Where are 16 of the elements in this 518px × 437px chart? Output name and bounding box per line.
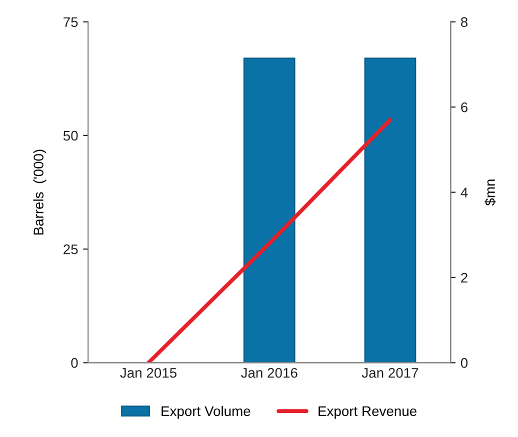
y-tick-label: 75 xyxy=(64,17,78,28)
x-tick-label: Jan 2017 xyxy=(362,368,418,378)
x-tick-label: Jan 2015 xyxy=(120,368,176,378)
legend-label: Export Revenue xyxy=(318,406,416,419)
y-tick-label: 0 xyxy=(71,358,78,368)
y2-tick-label: 0 xyxy=(460,358,468,368)
y2-tick-label: 2 xyxy=(461,272,468,283)
y-axis-title: Barrels ('000) xyxy=(33,150,46,235)
legend-label: Export Volume xyxy=(162,406,250,419)
y-tick-label: 50 xyxy=(63,130,78,141)
y2-tick-label: 4 xyxy=(460,188,468,198)
y2-tick-label: 6 xyxy=(461,102,468,112)
y-tick-label: 25 xyxy=(64,244,78,254)
y2-axis-title: $mn xyxy=(484,180,496,206)
x-tick-label: Jan 2016 xyxy=(241,368,298,378)
y2-tick-label: 8 xyxy=(460,17,468,28)
